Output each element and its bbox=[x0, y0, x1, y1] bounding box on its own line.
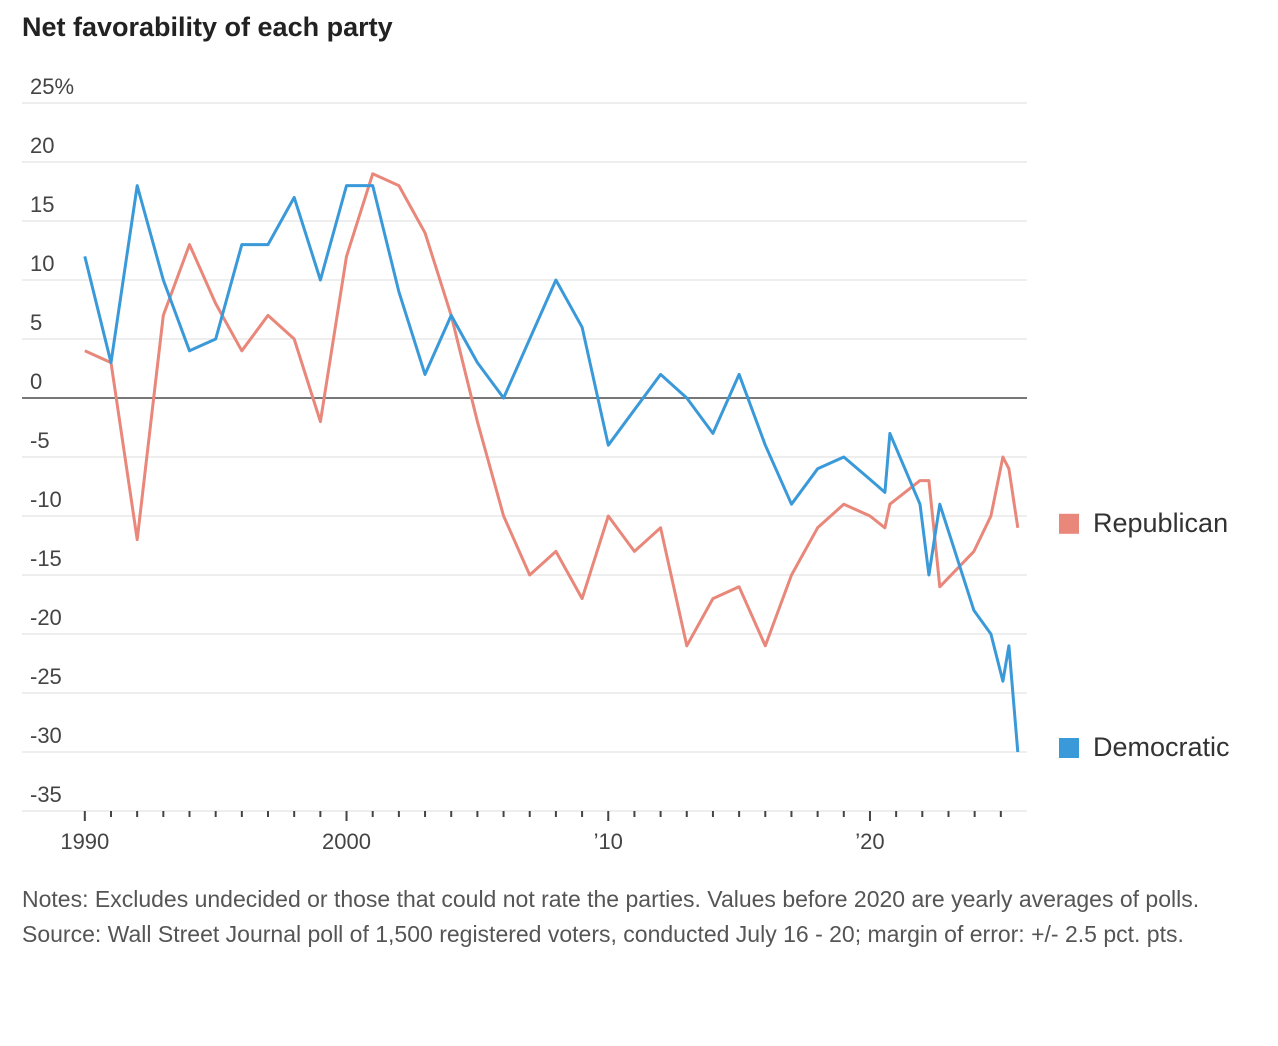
x-tick-label: ’10 bbox=[594, 829, 623, 854]
y-tick-label: 15 bbox=[30, 192, 54, 217]
source-text: Source: Wall Street Journal poll of 1,50… bbox=[22, 921, 1184, 947]
chart: Net favorability of each party 25% 20 15 10… bbox=[22, 12, 1230, 854]
series-line bbox=[84, 172, 1020, 648]
y-tick-label: 5 bbox=[30, 310, 42, 335]
x-tick-label: ’20 bbox=[855, 829, 884, 854]
x-tick-label: 2000 bbox=[322, 829, 371, 854]
legend-label: Republican bbox=[1093, 508, 1228, 538]
notes: Notes: Excludes undecided or those that … bbox=[22, 882, 1262, 952]
y-tick-label: -35 bbox=[30, 782, 62, 807]
y-tick-label: 25% bbox=[30, 74, 74, 99]
y-tick-label: 20 bbox=[30, 133, 54, 158]
chart-title: Net favorability of each party bbox=[22, 12, 393, 42]
x-tick-label: 1990 bbox=[60, 829, 109, 854]
y-tick-label: -30 bbox=[30, 723, 62, 748]
note-text: Notes: Excludes undecided or those that … bbox=[22, 886, 1200, 912]
y-tick-label: 0 bbox=[30, 369, 42, 394]
legend-swatch bbox=[1059, 738, 1079, 758]
y-tick-label: 10 bbox=[30, 251, 54, 276]
y-tick-label: -10 bbox=[30, 487, 62, 512]
legend-swatch bbox=[1059, 513, 1079, 534]
series-line bbox=[83, 184, 1020, 753]
y-tick-label: -25 bbox=[30, 664, 62, 689]
y-tick-label: -15 bbox=[30, 546, 62, 571]
legend-label: Democratic bbox=[1093, 732, 1230, 762]
y-tick-label: -5 bbox=[30, 428, 50, 453]
y-tick-label: -20 bbox=[30, 605, 62, 630]
